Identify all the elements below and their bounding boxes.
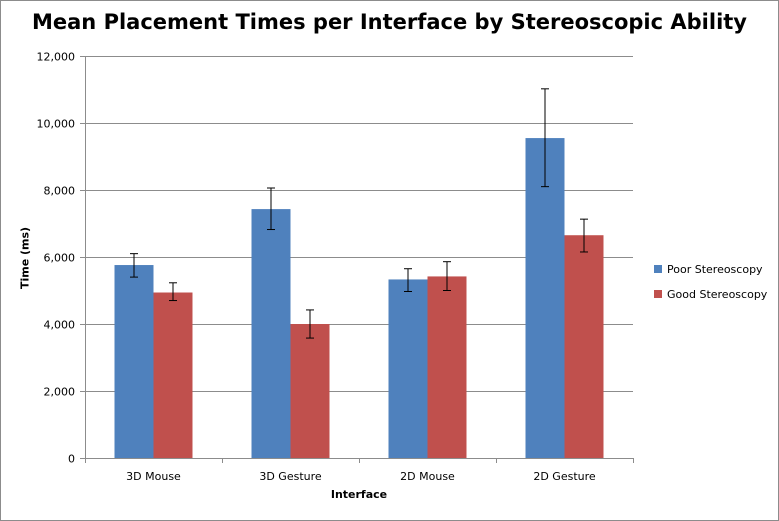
y-axis-label: Time (ms) [18,226,32,290]
tick-labels: 0 2,000 4,000 6,000 8,000 10,000 12,000 3D Mous… [37,51,596,484]
bar-good [427,276,467,458]
chart-title: Mean Placement Times per Interface by St… [32,10,747,34]
legend-label-poor: Poor Stereoscopy [667,262,763,276]
x-axis-label: Interface [330,488,388,501]
x-tick-label: 3D Gesture [259,470,322,483]
y-tick-label: 0 [68,453,75,466]
legend-label-good: Good Stereoscopy [667,287,768,301]
bar-poor [525,138,565,458]
legend-swatch-good [654,290,662,298]
x-tick-label: 2D Gesture [533,470,596,483]
legend-item-poor: Poor Stereoscopy [654,262,767,276]
legend-item-good: Good Stereoscopy [654,287,767,301]
bar-good [290,324,330,458]
y-tick-label: 4,000 [44,319,76,332]
bar-poor [114,265,154,458]
error-bars [130,88,588,339]
y-tick-label: 8,000 [44,185,76,198]
x-tick-label: 2D Mouse [400,470,455,483]
y-tick-label: 6,000 [44,252,76,265]
axes [80,56,634,463]
legend: Poor Stereoscopy Good Stereoscopy [654,262,767,312]
bar-poor [388,279,428,458]
bars [114,138,604,458]
y-tick-label: 2,000 [44,386,76,399]
legend-swatch-poor [654,265,662,273]
y-tick-label: 12,000 [37,51,76,64]
x-tick-label: 3D Mouse [126,470,181,483]
bar-good [153,292,193,458]
bar-poor [251,209,291,458]
bar-good [564,235,604,458]
y-tick-label: 10,000 [37,118,76,131]
